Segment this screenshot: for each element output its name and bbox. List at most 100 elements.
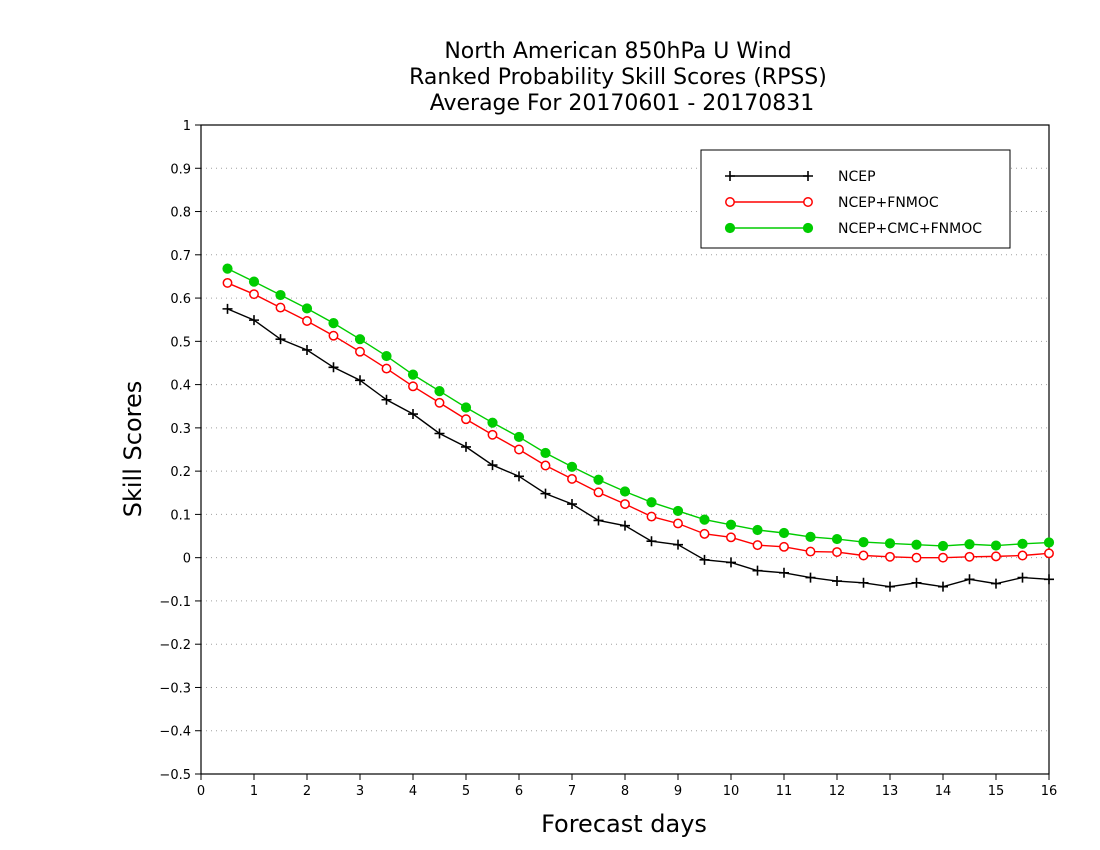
legend-label: NCEP bbox=[838, 169, 876, 185]
data-point bbox=[726, 532, 736, 543]
y-tick-label: −0.5 bbox=[159, 768, 191, 783]
data-point bbox=[646, 497, 657, 508]
data-point bbox=[328, 330, 339, 341]
legend-label: NCEP+CMC+FNMOC bbox=[838, 221, 982, 237]
y-tick-label: −0.4 bbox=[159, 725, 191, 740]
data-point bbox=[540, 460, 551, 471]
series-ncep-fnmoc bbox=[222, 277, 1054, 563]
data-point bbox=[964, 551, 975, 562]
y-tick-label: 0.9 bbox=[170, 162, 191, 177]
data-point bbox=[328, 318, 339, 329]
y-tick-label: 1 bbox=[183, 119, 191, 134]
x-axis-label: Forecast days bbox=[541, 810, 707, 838]
data-point bbox=[911, 552, 922, 563]
x-tick-label: 14 bbox=[935, 784, 952, 799]
data-point bbox=[540, 447, 551, 459]
data-point bbox=[672, 505, 684, 517]
x-tick-label: 1 bbox=[250, 784, 258, 799]
x-tick-label: 2 bbox=[303, 784, 311, 799]
x-tick-label: 16 bbox=[1041, 784, 1058, 799]
data-point bbox=[699, 554, 710, 565]
series-layer bbox=[222, 263, 1055, 592]
data-point bbox=[1017, 550, 1028, 561]
title-line-2: Ranked Probability Skill Scores (RPSS) bbox=[409, 65, 827, 90]
gridlines bbox=[201, 167, 1049, 732]
legend-box bbox=[700, 149, 1011, 249]
y-tick-label: 0.6 bbox=[170, 292, 191, 307]
data-point bbox=[832, 576, 842, 587]
y-axis-label: Skill Scores bbox=[119, 381, 147, 518]
data-point bbox=[434, 397, 445, 408]
data-point bbox=[1043, 537, 1055, 548]
data-point bbox=[513, 431, 525, 443]
data-point bbox=[805, 572, 816, 583]
data-point bbox=[646, 536, 657, 547]
legend-marker bbox=[803, 197, 813, 207]
y-tick-label: −0.3 bbox=[159, 681, 191, 696]
y-tick-label: −0.2 bbox=[159, 638, 191, 653]
y-tick-label: 0.7 bbox=[170, 249, 191, 264]
y-tick-label: 0.2 bbox=[170, 465, 191, 480]
data-point bbox=[593, 474, 604, 485]
data-point bbox=[381, 350, 392, 362]
series-ncep-cmc-fnmoc bbox=[222, 263, 1055, 552]
data-point bbox=[593, 515, 604, 526]
data-point bbox=[779, 567, 789, 578]
data-point bbox=[831, 533, 843, 545]
data-point bbox=[964, 539, 975, 550]
data-point bbox=[302, 344, 312, 355]
data-point bbox=[885, 551, 895, 562]
data-point bbox=[540, 488, 551, 499]
x-tick-label: 12 bbox=[829, 784, 846, 799]
data-point bbox=[249, 315, 259, 326]
data-point bbox=[725, 519, 737, 530]
data-point bbox=[911, 539, 922, 550]
data-point bbox=[964, 574, 975, 585]
y-tick-label: −0.1 bbox=[159, 595, 191, 610]
legend-marker bbox=[725, 171, 735, 181]
data-point bbox=[487, 417, 498, 428]
series-line bbox=[227, 282, 1050, 559]
data-point bbox=[779, 541, 789, 552]
data-point bbox=[858, 577, 869, 588]
data-point bbox=[699, 514, 710, 525]
data-point bbox=[302, 316, 312, 326]
y-tick-label: 0.5 bbox=[170, 335, 191, 350]
data-point bbox=[673, 518, 683, 529]
x-axis: 0 1 2 3 4 5 6 7 8 9 10 11 12 13 14 15 16 bbox=[197, 774, 1057, 799]
data-point bbox=[249, 289, 259, 300]
data-point bbox=[858, 536, 869, 548]
data-point bbox=[301, 303, 313, 314]
legend-entry: NCEP+FNMOC bbox=[725, 195, 939, 211]
x-tick-label: 5 bbox=[462, 784, 470, 799]
data-point bbox=[752, 565, 763, 576]
data-point bbox=[275, 334, 286, 345]
data-point bbox=[487, 460, 498, 471]
data-point bbox=[275, 302, 286, 313]
data-point bbox=[275, 289, 286, 301]
data-point bbox=[1044, 548, 1054, 559]
data-point bbox=[858, 550, 869, 561]
data-point bbox=[805, 546, 816, 557]
legend-entry: NCEP bbox=[725, 169, 876, 185]
data-point bbox=[752, 524, 763, 536]
data-point bbox=[937, 540, 949, 552]
data-point bbox=[222, 277, 233, 288]
data-point bbox=[991, 551, 1001, 562]
data-point bbox=[407, 369, 419, 380]
data-point bbox=[434, 428, 445, 439]
series-line bbox=[227, 268, 1050, 547]
data-point bbox=[514, 471, 524, 482]
x-tick-label: 6 bbox=[515, 784, 523, 799]
data-point bbox=[461, 414, 471, 425]
legend-entry: NCEP+CMC+FNMOC bbox=[724, 221, 982, 237]
y-tick-label: 0.3 bbox=[170, 422, 191, 437]
series-ncep bbox=[222, 303, 1054, 592]
x-tick-label: 0 bbox=[197, 784, 205, 799]
data-point bbox=[566, 461, 578, 472]
x-tick-label: 10 bbox=[723, 784, 740, 799]
legend: NCEP NCEP+FNMOC NCEP+CMC+FNMOC bbox=[700, 149, 1011, 249]
x-tick-label: 13 bbox=[882, 784, 899, 799]
data-point bbox=[460, 402, 472, 413]
